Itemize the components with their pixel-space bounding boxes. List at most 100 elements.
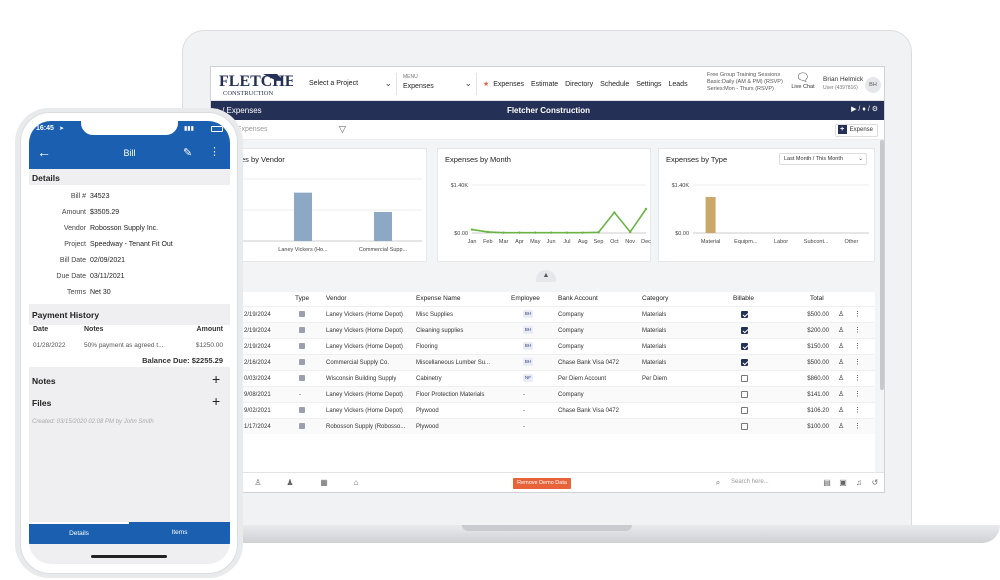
remove-demo-data-button[interactable]: Remove Demo Data (513, 478, 571, 489)
add-expense-button[interactable]: + Expense (834, 124, 878, 137)
search-input[interactable]: rch for Expenses (215, 126, 268, 133)
avatar[interactable]: BH (865, 77, 881, 93)
gear-icon[interactable]: ⚙ (871, 106, 878, 113)
person-icon[interactable]: ♙ (838, 359, 845, 366)
chart-card-type: Expenses by Type Last Month / This Month… (658, 148, 875, 262)
period-select-label: Last Month / This Month (784, 156, 843, 162)
company-logo[interactable]: FLETCHER CONSTRUCTION (217, 70, 307, 98)
table-row[interactable]: 2/19/2024 Laney Vickers (Home Depot) Clean… (211, 322, 875, 338)
filter-icon[interactable]: ▽ (339, 124, 346, 134)
top-navigation-bar: FLETCHER CONSTRUCTION Select a Project ⌄… (211, 67, 884, 101)
more-vertical-icon[interactable]: ⋮ (854, 327, 861, 334)
calendar-icon[interactable]: ▤ (823, 478, 831, 487)
billable-checkbox[interactable] (741, 387, 748, 403)
billable-checkbox[interactable] (741, 323, 748, 339)
nav-schedule[interactable]: Schedule (600, 81, 630, 88)
person-icon[interactable]: ♙ (838, 327, 845, 334)
search-here-input[interactable]: Search here... (731, 479, 769, 485)
pencil-icon[interactable]: ✎ (183, 147, 193, 159)
table-row[interactable]: 2/19/2024 Laney Vickers (Home Depot) Misc … (211, 306, 875, 322)
col-vendor[interactable]: Vendor (326, 295, 347, 302)
billable-checkbox[interactable] (741, 307, 748, 323)
more-vertical-icon[interactable]: ⋮ (854, 375, 861, 382)
project-select[interactable]: Select a Project ⌄ (307, 73, 397, 95)
table-row[interactable]: 9/02/2021 Laney Vickers (Home Depot) Plywo… (211, 402, 875, 418)
tab-items[interactable]: Items (129, 522, 230, 544)
tab-details[interactable]: Details (29, 522, 129, 544)
period-select[interactable]: Last Month / This Month ⌄ (779, 153, 867, 165)
person-icon[interactable]: ♙ (838, 343, 845, 350)
home-icon[interactable]: ⌂ (353, 478, 359, 487)
building-icon[interactable]: ▦ (320, 478, 328, 487)
nav-expenses[interactable]: Expenses (493, 81, 524, 88)
col-expense-name[interactable]: Expense Name (416, 295, 461, 302)
billable-checkbox[interactable] (741, 371, 748, 387)
person-icon[interactable]: ♙ (838, 423, 845, 430)
col-bank-account[interactable]: Bank Account (558, 295, 598, 302)
col-billable[interactable]: Billable (733, 295, 754, 302)
col-employee[interactable]: Employee (511, 295, 540, 302)
billable-checkbox[interactable] (741, 403, 748, 419)
more-vertical-icon[interactable]: ⋮ (854, 423, 861, 430)
more-vertical-icon[interactable]: ⋮ (854, 391, 861, 398)
col-type[interactable]: Type (295, 295, 310, 302)
calendar-check-icon[interactable]: ▣ (839, 478, 847, 487)
people-icon[interactable]: ♟ (286, 478, 294, 487)
tab-items-label: Items (171, 529, 188, 536)
history-icon[interactable]: ↺ (871, 478, 879, 487)
billable-checkbox[interactable] (741, 355, 748, 371)
table-row[interactable]: 1/17/2024 Robosson Supply (Robosso... Plyw… (211, 418, 875, 434)
col-category[interactable]: Category (642, 295, 669, 302)
billable-checkbox[interactable] (741, 419, 748, 435)
billable-checkbox[interactable] (741, 339, 748, 355)
person-icon[interactable]: ♙ (838, 375, 845, 382)
table-row[interactable]: 9/08/2021 Laney Vickers (Home Depot) Floor… (211, 386, 875, 402)
desktop-app: FLETCHER CONSTRUCTION Select a Project ⌄… (210, 66, 885, 493)
person-icon[interactable]: ♙ (838, 407, 845, 414)
series-line (471, 208, 647, 234)
table-row[interactable]: 2/19/2024 Laney Vickers (Home Depot) Floor… (211, 338, 875, 354)
menu-select[interactable]: MENU Expenses ⌄ (401, 73, 477, 95)
receipt-icon (299, 419, 305, 435)
table-row[interactable]: 0/03/2024 Wisconsin Building Supply Cabine… (211, 370, 875, 386)
detail-label: Terms (66, 289, 86, 296)
person-icon[interactable]: ♙ (254, 478, 262, 487)
detail-row: Terms Net 30 (29, 285, 230, 301)
more-vertical-icon[interactable]: ⋮ (854, 343, 861, 350)
x-tick-label: Mar (499, 239, 509, 245)
row-bank-account: Chase Bank Visa 0472 (558, 360, 619, 366)
chart-card-month: Expenses by Month $1.40K $0.00 Jan Feb Mar Ap… (437, 148, 651, 262)
row-category: Materials (642, 344, 667, 350)
nav-directory[interactable]: Directory (565, 81, 594, 88)
laptop-notch (462, 525, 632, 531)
col-total[interactable]: Total (810, 295, 824, 302)
nav-leads[interactable]: Leads (668, 81, 688, 88)
live-chat-button[interactable]: 🗨 Live Chat (789, 73, 817, 91)
row-date: 2/19/2024 (244, 344, 271, 350)
more-vertical-icon[interactable]: ⋮ (854, 311, 861, 318)
employee-initials: BH (523, 326, 533, 335)
add-note-plus-icon[interactable]: + (212, 371, 221, 387)
live-chat-label: Live Chat (791, 84, 815, 90)
nav-estimate[interactable]: Estimate (530, 81, 559, 88)
add-file-plus-icon[interactable]: + (212, 393, 221, 409)
bell-icon[interactable]: ♫ (856, 478, 862, 487)
bar (294, 192, 312, 241)
more-vertical-icon[interactable]: ⋮ (209, 146, 220, 158)
person-icon[interactable]: ♙ (838, 311, 845, 318)
more-vertical-icon[interactable]: ⋮ (854, 359, 861, 366)
person-icon[interactable]: ♙ (838, 391, 845, 398)
nav-settings[interactable]: Settings (636, 81, 662, 88)
more-vertical-icon[interactable]: ⋮ (854, 407, 861, 414)
training-info[interactable]: Free Group Training Sessions Basic:Daily… (707, 72, 783, 93)
scrollbar[interactable] (880, 140, 884, 390)
table-row[interactable]: 2/16/2024 Commercial Supply Co. Miscellane… (211, 354, 875, 370)
row-date: 0/03/2024 (244, 376, 271, 382)
detail-label: Bill # (70, 193, 86, 200)
collapse-charts-button[interactable]: ▲ (536, 270, 556, 282)
user-info[interactable]: Brian Helmick User (4397816) (823, 76, 863, 92)
bulb-icon[interactable]: ♦ (862, 106, 866, 113)
back-arrow-icon[interactable]: ← (37, 144, 51, 160)
video-icon[interactable]: ▶ (851, 106, 857, 113)
x-tick-label: Apr (515, 239, 524, 245)
